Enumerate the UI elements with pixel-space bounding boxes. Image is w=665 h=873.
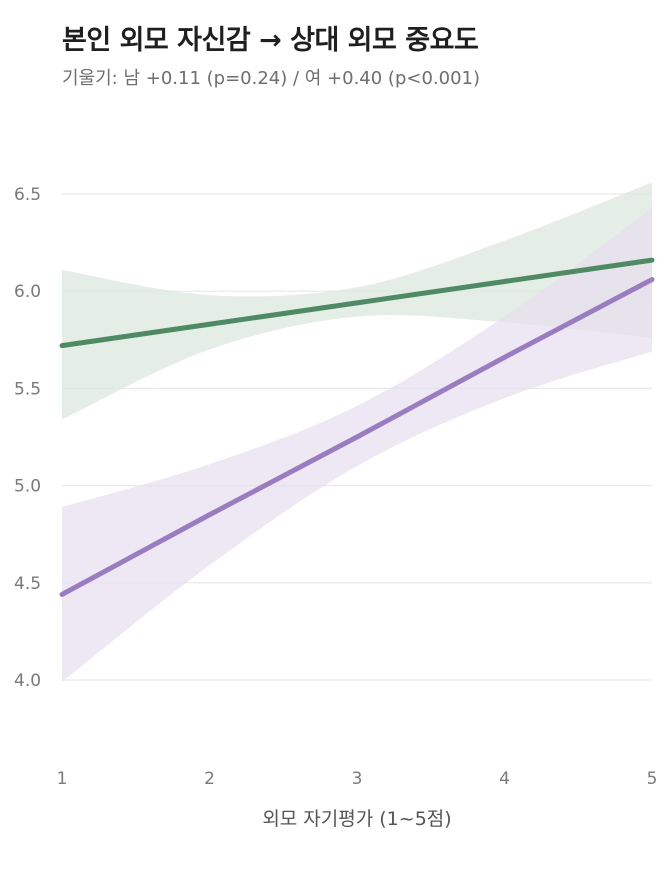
regression-line-0 — [59, 257, 655, 349]
y-tick-label: 5.5 — [14, 379, 41, 399]
regression-lines — [59, 257, 655, 597]
y-tick-label: 4.0 — [14, 671, 41, 691]
chart-subtitle: 기울기: 남 +0.11 (p=0.24) / 여 +0.40 (p<0.001… — [62, 68, 481, 89]
confidence-band-1 — [62, 207, 652, 682]
x-axis-title: 외모 자기평가 (1~5점) — [262, 808, 451, 830]
x-tick-label: 4 — [499, 769, 510, 789]
y-tick-label: 6.0 — [14, 282, 41, 302]
chart-title: 본인 외모 자신감 → 상대 외모 중요도 — [62, 25, 479, 56]
y-axis-ticks: 4.0 4.5 5.0 5.5 6.0 6.5 — [14, 185, 41, 691]
regression-line-1 — [59, 277, 655, 597]
x-tick-label: 5 — [647, 769, 658, 789]
confidence-bands — [62, 182, 652, 682]
x-tick-label: 1 — [57, 769, 68, 789]
y-tick-label: 6.5 — [14, 185, 41, 205]
x-axis-ticks: 1 2 3 4 5 — [57, 769, 658, 789]
x-tick-label: 2 — [204, 769, 215, 789]
y-tick-label: 5.0 — [14, 477, 41, 497]
y-tick-label: 4.5 — [14, 574, 41, 594]
x-tick-label: 3 — [352, 769, 363, 789]
